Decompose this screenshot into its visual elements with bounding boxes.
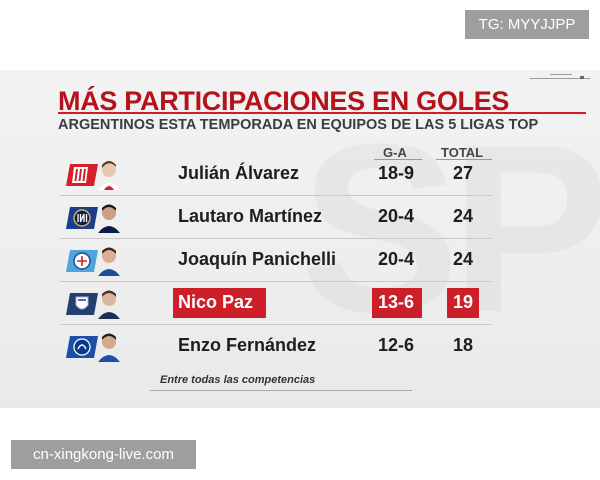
strasbourg-crest-icon <box>64 244 122 276</box>
player-row-highlighted: Nico Paz 13-6 19 <box>0 283 600 325</box>
tg-watermark-tag: TG: MYYJJPP <box>465 10 589 39</box>
column-header-total: TOTAL <box>441 145 484 160</box>
player-name: Joaquín Panichelli <box>178 249 337 269</box>
graphic-title: MÁS PARTICIPACIONES EN GOLES <box>58 86 510 116</box>
como-crest-icon <box>64 287 122 319</box>
footnote: Entre todas las competencias <box>160 374 316 386</box>
title-divider <box>58 112 586 114</box>
site-watermark-tag: cn-xingkong-live.com <box>11 440 196 469</box>
footnote-divider <box>150 390 412 391</box>
atletico-madrid-crest-icon <box>64 158 122 190</box>
inter-milan-crest-icon <box>64 201 122 233</box>
player-total: 27 <box>452 163 474 183</box>
highlight-box-ga <box>372 288 422 318</box>
player-row: Julián Álvarez 18-9 27 <box>0 154 600 196</box>
player-goals-assists: 20-4 <box>377 206 415 226</box>
column-header-ga: G-A <box>383 145 407 160</box>
highlight-box-name <box>173 288 266 318</box>
row-divider <box>60 324 492 325</box>
player-name: Julián Álvarez <box>178 163 300 183</box>
column-rule-ga <box>374 159 422 160</box>
column-rule-total <box>436 159 492 160</box>
chelsea-crest-icon <box>64 330 122 362</box>
player-row: Joaquín Panichelli 20-4 24 <box>0 240 600 282</box>
row-divider <box>60 238 492 239</box>
player-goals-assists: 12-6 <box>377 335 415 355</box>
row-divider <box>60 195 492 196</box>
stats-graphic-panel: SPN MÁS PARTICIPACIONES EN GOLES ARGENTI… <box>0 70 600 408</box>
player-name: Enzo Fernández <box>178 335 317 355</box>
player-name: Nico Paz <box>178 292 254 312</box>
player-row: Enzo Fernández 12-6 18 <box>0 326 600 368</box>
player-total: 19 <box>452 292 474 312</box>
graphic-subtitle: ARGENTINOS ESTA TEMPORADA EN EQUIPOS DE … <box>58 117 539 133</box>
player-goals-assists: 18-9 <box>377 163 415 183</box>
player-goals-assists: 13-6 <box>377 292 415 312</box>
player-goals-assists: 20-4 <box>377 249 415 269</box>
player-total: 24 <box>452 206 474 226</box>
player-total: 18 <box>452 335 474 355</box>
highlight-box-total <box>447 288 479 318</box>
corner-decoration <box>530 74 590 84</box>
player-total: 24 <box>452 249 474 269</box>
row-divider <box>60 281 492 282</box>
player-row: Lautaro Martínez 20-4 24 <box>0 197 600 239</box>
player-name: Lautaro Martínez <box>178 206 323 226</box>
